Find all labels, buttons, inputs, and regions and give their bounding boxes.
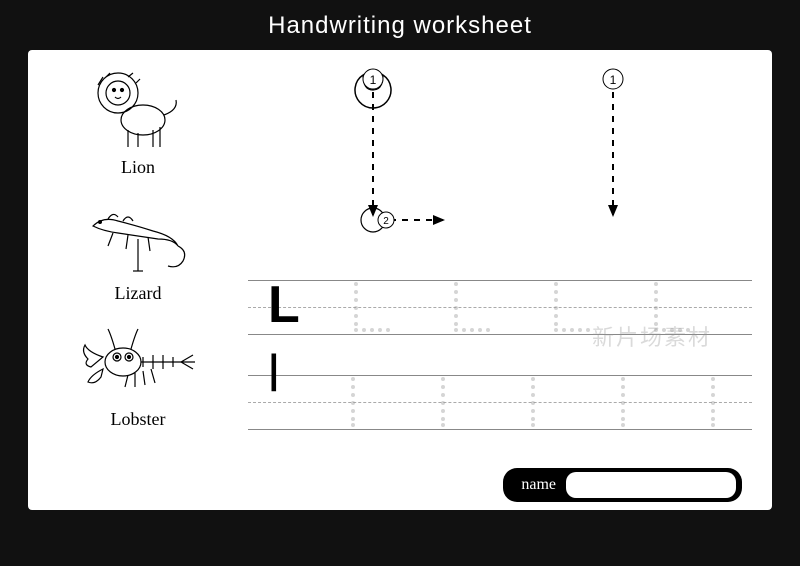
- dotted-upper-L-icon: [348, 280, 398, 334]
- animal-label: Lobster: [28, 409, 248, 430]
- animal-lizard: Lizard: [28, 188, 248, 304]
- writing-line-lower[interactable]: l: [248, 375, 752, 445]
- animal-label: Lizard: [28, 283, 248, 304]
- dotted-lower-l-icon: [348, 375, 358, 429]
- animal-lobster: Lobster: [28, 314, 248, 430]
- lobster-icon: [28, 314, 248, 409]
- dotted-lower-l-icon: [438, 375, 448, 429]
- worksheet-panel: Lion Lizard: [28, 50, 772, 510]
- trace-lower-letter: 1: [588, 65, 638, 250]
- name-label: name: [521, 476, 556, 494]
- dotted-lower-l-icon: [708, 375, 718, 429]
- animal-label: Lion: [28, 157, 248, 178]
- stroke-number: 1: [610, 73, 617, 87]
- stroke-number: 2: [383, 216, 389, 227]
- dotted-upper-L-icon: [648, 280, 698, 334]
- dotted-practice-row: [348, 280, 752, 334]
- lion-icon: [28, 62, 248, 157]
- trace-upper-letter: 1 2: [348, 65, 468, 250]
- examples-column: Lion Lizard: [28, 50, 248, 510]
- page-title: Handwriting worksheet: [0, 0, 800, 50]
- stroke-number: 1: [370, 73, 377, 87]
- example-upper-letter: L: [268, 278, 300, 332]
- writing-lines-area: L l: [248, 280, 752, 470]
- dotted-upper-L-icon: [448, 280, 498, 334]
- dotted-practice-row: [348, 375, 752, 429]
- dotted-lower-l-icon: [528, 375, 538, 429]
- dotted-upper-L-icon: [548, 280, 598, 334]
- writing-line-upper[interactable]: L: [248, 280, 752, 350]
- animal-lion: Lion: [28, 62, 248, 178]
- trace-guide-area: 1 2 1: [248, 60, 752, 250]
- name-input[interactable]: [566, 472, 736, 498]
- guide-line: [248, 334, 752, 335]
- lizard-icon: [28, 188, 248, 283]
- example-lower-letter: l: [268, 347, 280, 401]
- dotted-lower-l-icon: [618, 375, 628, 429]
- practice-column: 1 2 1 L: [248, 50, 772, 510]
- guide-line: [248, 429, 752, 430]
- name-box: name: [503, 468, 742, 502]
